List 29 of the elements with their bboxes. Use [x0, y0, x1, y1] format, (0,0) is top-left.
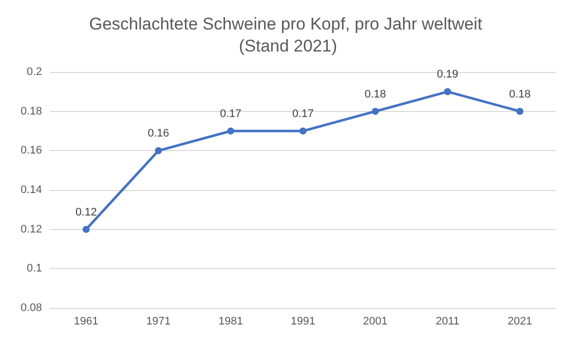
- x-tick-label: 1971: [146, 316, 171, 328]
- data-label: 0.18: [509, 88, 531, 100]
- y-tick-label: 0.16: [20, 144, 42, 157]
- x-tick-label: 1961: [74, 316, 98, 328]
- point: [516, 108, 524, 115]
- data-label: 0.12: [75, 206, 97, 218]
- y-tick-label: 0.1: [26, 262, 42, 275]
- data-label: 0.17: [220, 108, 242, 120]
- x-tick-label: 2001: [363, 316, 388, 328]
- y-tick-label: 0.18: [20, 105, 42, 118]
- data-label: 0.18: [364, 88, 386, 100]
- data-label: 0.16: [148, 128, 170, 140]
- point: [227, 128, 234, 134]
- y-tick-label: 0.14: [20, 184, 42, 196]
- point: [154, 147, 162, 154]
- x-tick-label: 1991: [290, 316, 316, 328]
- point: [372, 108, 379, 115]
- point: [444, 88, 452, 96]
- data-label: 0.19: [436, 68, 458, 81]
- y-tick-label: 0.08: [20, 302, 42, 314]
- chart-title: Geschlachtete Schweine pro Kopf, pro Jahr weltweit (Stand 2021): [89, 14, 487, 56]
- data-label: 0.17: [292, 108, 314, 120]
- y-tick-label: 0.12: [20, 223, 42, 236]
- x-tick-label: 2011: [436, 316, 460, 328]
- y-tick-label: 0.2: [26, 66, 42, 78]
- x-tick-label: 2021: [508, 316, 532, 328]
- point: [300, 128, 306, 134]
- x-tick-label: 1981: [218, 316, 243, 328]
- point: [82, 226, 90, 233]
